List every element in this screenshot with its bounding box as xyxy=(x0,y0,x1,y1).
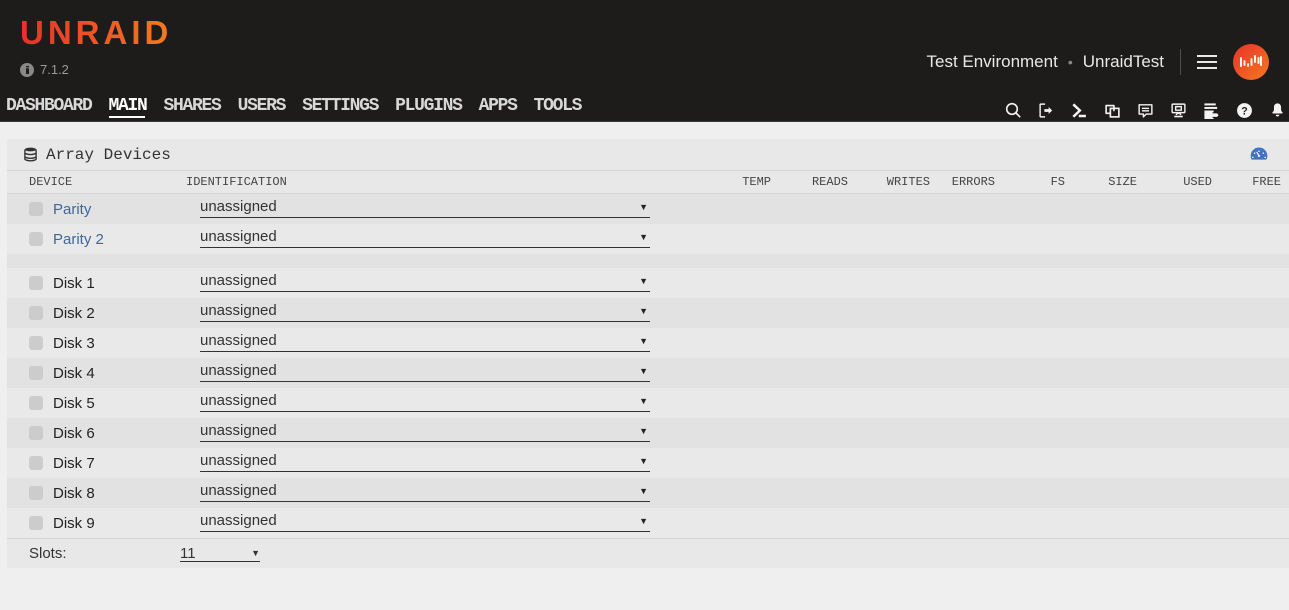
svg-text:?: ? xyxy=(1241,105,1247,117)
